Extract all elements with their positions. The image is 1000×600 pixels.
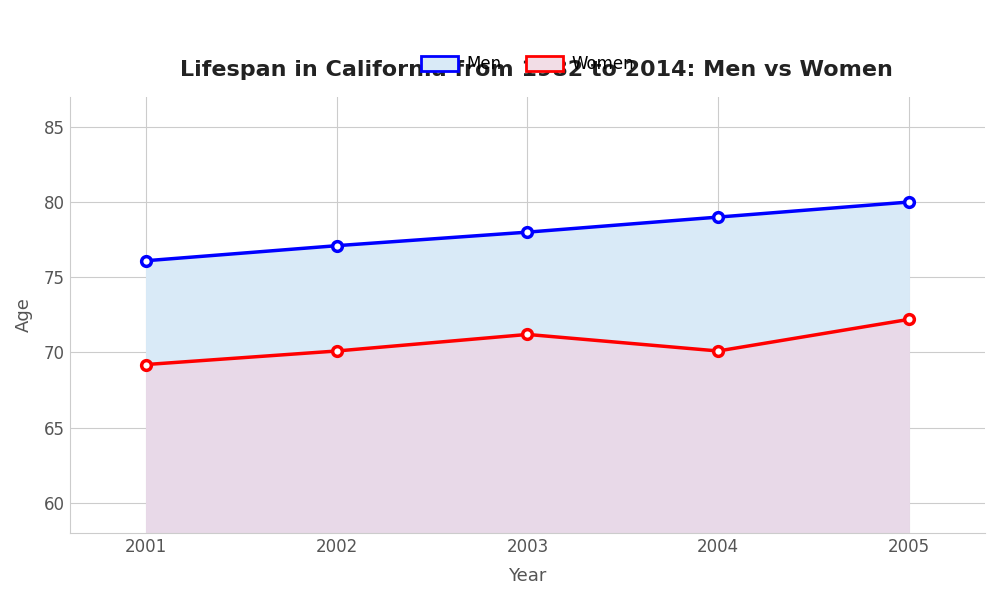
Y-axis label: Age: Age [15,298,33,332]
Text: Lifespan in California from 1982 to 2014: Men vs Women: Lifespan in California from 1982 to 2014… [180,60,893,80]
Legend: Men, Women: Men, Women [414,49,641,80]
X-axis label: Year: Year [508,567,547,585]
